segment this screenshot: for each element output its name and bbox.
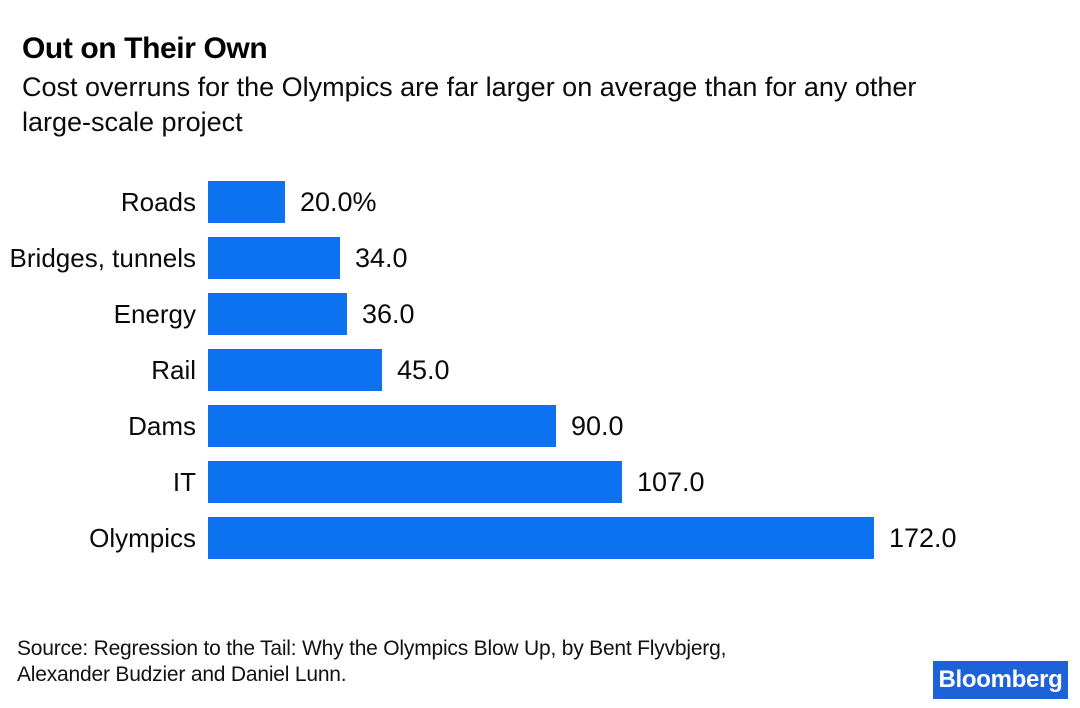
bloomberg-logo-text: Bloomberg <box>938 666 1063 693</box>
bar-row: Bridges, tunnels 34.0 <box>0 237 1080 279</box>
value-label: 45.0 <box>397 354 450 385</box>
category-label: IT <box>172 467 196 497</box>
bar-row: Rail 45.0 <box>0 349 1080 391</box>
bar-row: Dams 90.0 <box>0 405 1080 447</box>
category-label: Bridges, tunnels <box>9 243 196 273</box>
bar-row: Energy 36.0 <box>0 293 1080 335</box>
bar-row: IT 107.0 <box>0 461 1080 503</box>
bar <box>208 181 285 223</box>
value-label: 34.0 <box>355 242 408 273</box>
bar <box>208 293 347 335</box>
bar <box>208 517 874 559</box>
value-label: 90.0 <box>571 410 624 441</box>
bar <box>208 237 340 279</box>
bar <box>208 349 382 391</box>
value-label: 107.0 <box>637 466 705 497</box>
chart-title: Out on Their Own <box>22 32 268 65</box>
source-note: Source: Regression to the Tail: Why the … <box>17 637 727 686</box>
chart-header: Out on Their Own Cost overruns for the O… <box>0 0 1080 140</box>
category-label: Energy <box>113 299 196 329</box>
value-label: 172.0 <box>889 522 957 553</box>
category-label: Olympics <box>89 523 196 553</box>
category-label: Rail <box>151 355 196 385</box>
bar-row: Olympics 172.0 <box>0 517 1080 559</box>
bar-row: Roads 20.0% <box>0 181 1080 223</box>
bar <box>208 405 556 447</box>
value-label: 36.0 <box>362 298 415 329</box>
bar-chart: Roads 20.0% Bridges, tunnels 34.0 Energy 36.0… <box>0 181 1080 559</box>
bar <box>208 461 622 503</box>
value-label: 20.0% <box>300 186 377 217</box>
bloomberg-logo: Bloomberg <box>933 661 1068 699</box>
category-label: Dams <box>128 411 196 441</box>
category-label: Roads <box>120 187 196 217</box>
chart-subtitle: Cost overruns for the Olympics are far l… <box>22 72 917 137</box>
